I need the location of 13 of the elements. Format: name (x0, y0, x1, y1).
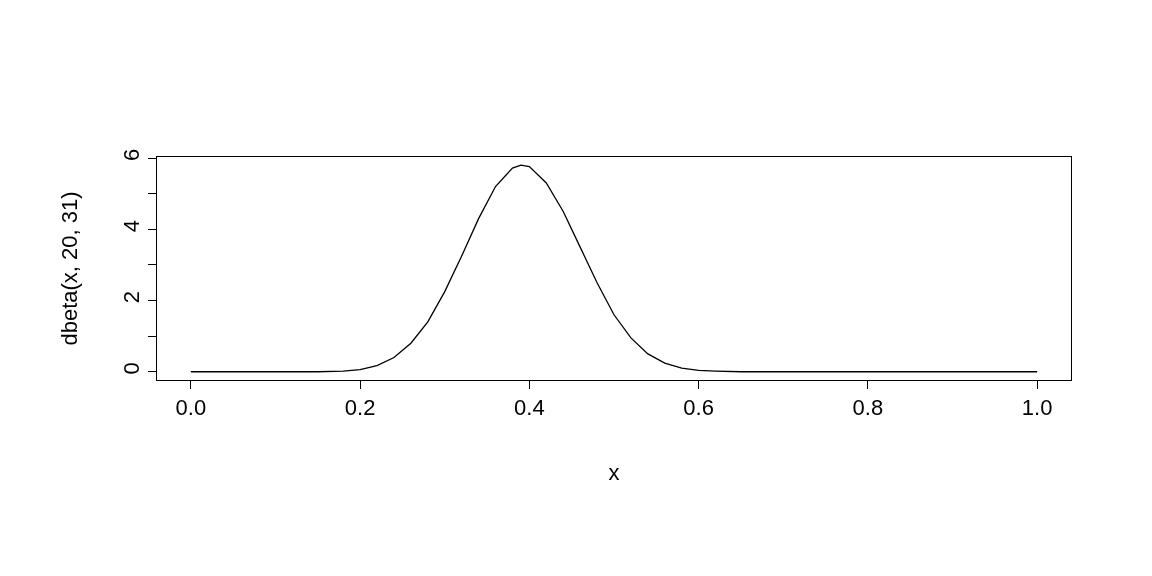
y-axis-title: dbeta(x, 20, 31) (57, 191, 82, 346)
x-tick-label: 1.0 (1021, 395, 1053, 421)
line-series (190, 164, 1038, 373)
y-tick-label: 6 (119, 148, 145, 161)
x-tick-label: 0.2 (344, 395, 376, 421)
y-tick-label: 0 (119, 362, 145, 375)
x-tick-label: 0.4 (514, 395, 545, 421)
y-tick-label: 4 (119, 219, 145, 233)
x-tick-label: 0.0 (175, 395, 207, 421)
y-tick-label: 2 (119, 291, 145, 304)
x-tick-label: 0.6 (683, 395, 714, 421)
x-axis-title: x (608, 460, 620, 486)
x-tick-label: 0.8 (852, 395, 884, 421)
